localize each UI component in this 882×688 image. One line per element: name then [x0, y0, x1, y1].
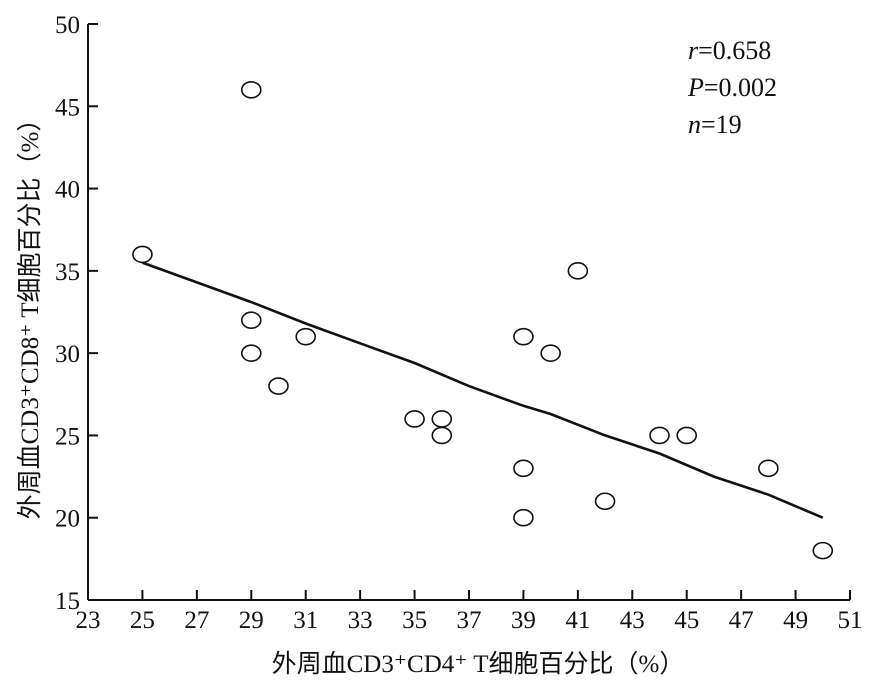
x-tick-label: 41	[565, 607, 590, 634]
data-point	[240, 344, 262, 362]
x-axis-ticks: 23 25 27 29 31 33 35 37 39 41 43 45 47 49 51	[76, 590, 863, 634]
x-tick-label: 23	[76, 607, 101, 634]
correlation-stats: r=0.658 P=0.002 n=19	[687, 36, 777, 139]
x-tick-label: 33	[348, 607, 373, 634]
data-point	[676, 426, 698, 445]
regression-line	[141, 261, 824, 519]
plot-area: 15 20 25 30 35 40 45 50 23 25 27 29 31 33 35 37 39 41 43 4…	[55, 12, 863, 634]
data-point	[513, 327, 534, 346]
data-point	[268, 377, 289, 395]
y-tick-label: 35	[55, 259, 80, 286]
data-point	[240, 311, 262, 330]
p-value: =0.002	[704, 73, 777, 102]
y-tick-label: 15	[55, 588, 80, 615]
data-point	[812, 541, 834, 560]
data-point	[567, 262, 589, 280]
y-tick-label: 20	[55, 506, 80, 533]
x-tick-label: 35	[402, 607, 427, 634]
y-tick-label: 25	[55, 423, 80, 450]
n-stat: n=19	[688, 110, 742, 139]
n-symbol: n	[688, 110, 701, 139]
data-point	[431, 426, 453, 445]
data-points	[132, 81, 834, 560]
x-tick-label: 39	[511, 607, 536, 634]
data-point	[513, 459, 534, 478]
n-value: =19	[701, 110, 742, 139]
data-point	[758, 459, 779, 478]
data-point	[404, 410, 425, 428]
x-tick-label: 51	[838, 607, 863, 634]
x-tick-label: 25	[130, 607, 155, 634]
data-point	[649, 426, 670, 445]
p-stat: P=0.002	[687, 73, 777, 102]
data-point	[295, 327, 317, 346]
r-value: =0.658	[698, 36, 771, 65]
r-stat: r=0.658	[688, 36, 771, 65]
y-axis-title: 外周血CD3⁺CD8⁺ T细胞百分比（%）	[16, 107, 44, 520]
x-tick-label: 49	[783, 607, 808, 634]
data-point	[594, 492, 616, 511]
data-point	[132, 245, 153, 264]
data-point	[513, 508, 534, 527]
x-tick-label: 47	[729, 607, 754, 634]
data-point	[540, 344, 561, 362]
x-tick-label: 37	[457, 607, 482, 634]
y-axis-ticks: 15 20 25 30 35 40 45 50	[55, 12, 98, 615]
x-tick-label: 31	[293, 607, 318, 634]
x-tick-label: 27	[184, 607, 209, 634]
y-tick-label: 45	[55, 94, 80, 121]
x-tick-label: 29	[239, 607, 264, 634]
x-tick-label: 45	[674, 607, 699, 634]
y-tick-label: 30	[55, 341, 80, 368]
y-tick-label: 40	[55, 177, 80, 204]
x-axis-title: 外周血CD3⁺CD4⁺ T细胞百分比（%）	[272, 650, 685, 678]
y-tick-label: 50	[55, 12, 80, 39]
x-tick-label: 43	[620, 607, 645, 634]
p-symbol: P	[687, 73, 704, 102]
data-point	[240, 81, 262, 99]
r-symbol: r	[688, 36, 699, 65]
data-point	[431, 410, 453, 428]
